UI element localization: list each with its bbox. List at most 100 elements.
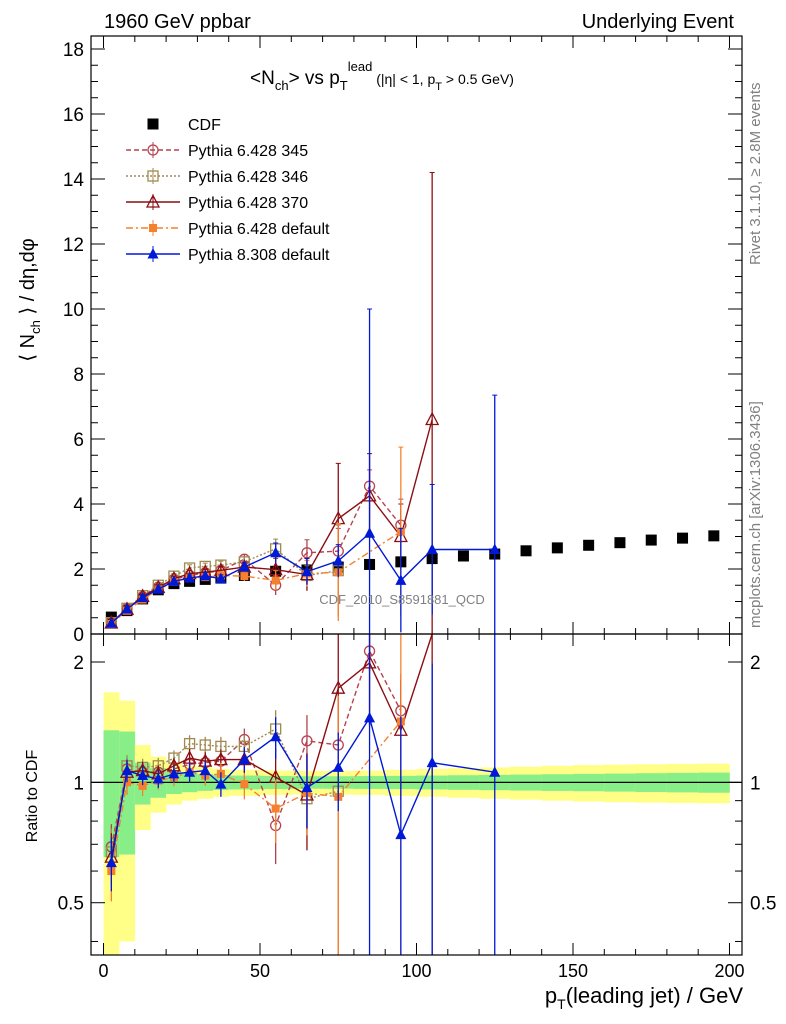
ratio-point xyxy=(301,735,313,747)
data-point xyxy=(215,572,227,584)
data-point xyxy=(199,569,211,581)
legend-marker xyxy=(147,118,159,130)
series-line xyxy=(110,419,433,624)
data-point xyxy=(364,527,376,538)
y-tick-label: 16 xyxy=(63,105,84,126)
ratio-point xyxy=(301,781,313,793)
ratio-point xyxy=(215,778,227,789)
data-point xyxy=(395,574,407,585)
data-point xyxy=(270,546,282,558)
ratio-point xyxy=(271,804,280,813)
ratio-point xyxy=(184,766,196,777)
data-point xyxy=(271,576,280,585)
data-point xyxy=(677,532,689,544)
ratio-series-line xyxy=(110,727,339,853)
ratio-point xyxy=(331,680,346,694)
legend-marker xyxy=(149,224,157,232)
legend-label: CDF xyxy=(188,117,221,134)
header-right: Underlying Event xyxy=(582,11,735,33)
ratio-point xyxy=(332,761,344,772)
data-point xyxy=(457,550,469,562)
ratio-series-pythia-8-308-default xyxy=(105,634,501,955)
legend-item-cdf: CDF xyxy=(147,117,221,134)
ratio-panel: 0 50 100 150 200 0.5 0.5 1 1 2 2 Ratio to CDF xyxy=(24,633,776,981)
legend-item-pythia-6-428-346: Pythia 6.428 346 xyxy=(126,168,308,186)
legend-marker xyxy=(147,144,159,156)
series-line xyxy=(110,531,402,625)
header-left: 1960 GeV ppbar xyxy=(104,11,251,33)
x-tick-label: 150 xyxy=(558,961,588,981)
ratio-series-line xyxy=(110,633,433,858)
legend-marker xyxy=(147,248,159,259)
x-tick-label: 200 xyxy=(714,961,744,981)
ratio-series-line xyxy=(110,716,495,863)
ratio-y-tick-label: 2 xyxy=(73,653,84,674)
ratio-point xyxy=(122,778,131,787)
legend-label: Pythia 6.428 345 xyxy=(188,143,308,160)
main-series-layer xyxy=(104,172,720,634)
legend-item-pythia-8-308-default: Pythia 8.308 default xyxy=(126,246,330,264)
legend-label: Pythia 6.428 default xyxy=(188,221,330,238)
y-tick-label: 2 xyxy=(73,560,84,581)
band-inner xyxy=(103,730,120,858)
legend-item-pythia-6-428-370: Pythia 6.428 370 xyxy=(126,194,308,212)
y-tick-label: 14 xyxy=(63,170,85,191)
x-tick-label: 100 xyxy=(401,961,431,981)
legend-label: Pythia 6.428 370 xyxy=(188,195,308,212)
ratio-series-layer xyxy=(104,633,501,955)
ratio-point xyxy=(489,766,501,777)
ratio-point xyxy=(168,767,180,779)
ratio-uncertainty-bands xyxy=(91,692,742,955)
y-tick-label: 12 xyxy=(63,235,84,256)
legend-item-pythia-6-428-345: Pythia 6.428 345 xyxy=(126,142,308,160)
y-tick-label: 10 xyxy=(63,300,84,321)
ratio-point xyxy=(137,769,149,781)
ratio-point xyxy=(121,764,133,776)
ratio-series-line xyxy=(110,649,402,847)
data-point xyxy=(240,572,249,581)
main-panel: 0 2 4 6 8 10 12 14 16 18 CDF_2010_S8591881_QCD <N… xyxy=(17,35,743,646)
rivet-label: Rivet 3.1.10, ≥ 2.8M events xyxy=(747,83,764,266)
data-point xyxy=(238,561,250,572)
analysis-watermark: CDF_2010_S8591881_QCD xyxy=(319,592,485,607)
legend-label: Pythia 6.428 346 xyxy=(188,169,308,186)
data-point xyxy=(184,572,196,583)
ratio-point xyxy=(364,711,376,723)
data-point xyxy=(301,547,313,559)
x-tick-label: 50 xyxy=(250,961,270,981)
data-point xyxy=(614,537,626,549)
data-point xyxy=(121,602,133,614)
data-point xyxy=(551,542,563,554)
data-point xyxy=(152,583,164,594)
ratio-point xyxy=(183,737,196,750)
ratio-y-tick-label-right: 1 xyxy=(750,773,761,794)
series-pythia-6-428-370 xyxy=(104,172,440,634)
data-point xyxy=(332,554,344,566)
x-axis-label: pT(leading jet) / GeV xyxy=(545,983,743,1012)
ratio-point xyxy=(105,856,117,868)
data-point xyxy=(301,565,313,577)
legend-marker xyxy=(145,194,161,208)
ratio-point xyxy=(240,780,249,789)
data-point xyxy=(426,543,438,554)
series-pythia-8-308-default xyxy=(105,308,501,634)
ratio-point xyxy=(270,730,282,742)
series-line xyxy=(110,532,495,624)
mcplots-label: mcplots.cern.ch [arXiv:1306.3436] xyxy=(747,401,764,628)
ratio-point xyxy=(199,739,211,751)
ratio-y-tick-label: 0.5 xyxy=(58,894,84,915)
data-point xyxy=(105,617,117,628)
data-point xyxy=(708,530,720,542)
ratio-point xyxy=(138,781,147,790)
data-point xyxy=(645,534,657,546)
data-point xyxy=(583,539,595,551)
main-y-label: ⟨ Nch ⟩ / dη,dφ xyxy=(17,238,43,362)
data-point xyxy=(168,575,180,586)
data-point xyxy=(489,543,501,554)
ratio-point xyxy=(395,828,407,840)
data-point xyxy=(137,591,149,603)
ratio-y-tick-label-right: 2 xyxy=(750,653,761,674)
legend-marker xyxy=(147,170,159,182)
y-tick-label: 4 xyxy=(73,495,84,516)
